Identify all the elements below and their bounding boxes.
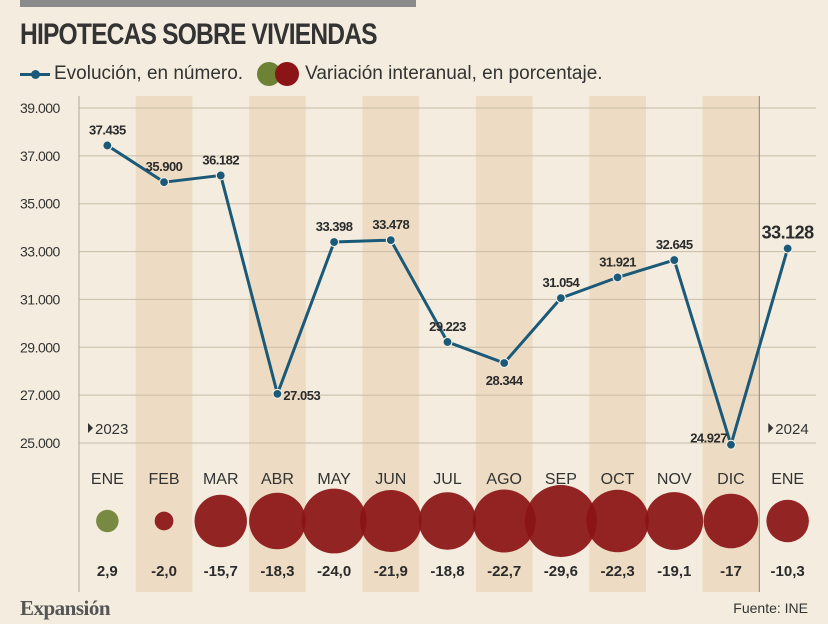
data-point [782, 243, 793, 254]
legend-line-label: Evolución, en número. [54, 63, 244, 84]
variation-bubble [301, 488, 367, 554]
variation-bubble [524, 485, 597, 557]
data-label: 28.344 [486, 373, 524, 388]
data-label: 33.398 [316, 219, 353, 234]
y-tick-label: 25.000 [20, 435, 61, 451]
variation-label: -29,6 [544, 563, 578, 580]
x-tick-label: ENE [91, 471, 124, 488]
x-tick-label: ENE [771, 471, 804, 488]
y-tick-label: 39.000 [20, 100, 61, 116]
x-tick-label: OCT [601, 471, 635, 488]
data-point [612, 272, 623, 283]
variation-label: -19,1 [657, 563, 691, 580]
data-label: 35.900 [146, 159, 183, 174]
data-point [669, 254, 680, 266]
variation-bubble [472, 489, 536, 553]
x-tick-label: JUL [433, 471, 462, 488]
legend-negative-dot [275, 62, 300, 86]
x-tick-label: NOV [657, 471, 692, 488]
source-note: Fuente: INE [733, 600, 808, 616]
variation-label: -24,0 [317, 563, 351, 580]
x-tick-label: ABR [261, 471, 294, 488]
variation-bubble [359, 490, 422, 552]
variation-label: -22,3 [600, 563, 634, 580]
brand-logo: Expansión [20, 596, 111, 620]
variation-label: -17 [720, 563, 742, 580]
data-point [725, 439, 737, 450]
variation-label: 2,9 [97, 563, 118, 580]
x-tick-label: MAY [317, 471, 351, 488]
x-tick-label: DIC [717, 471, 745, 488]
y-tick-label: 33.000 [20, 244, 61, 260]
data-point [555, 293, 566, 304]
variation-bubble [194, 494, 247, 548]
data-label: 29.223 [429, 319, 466, 334]
legend-bubble-marker [257, 62, 301, 86]
variation-bubble [586, 489, 649, 553]
y-tick-label: 31.000 [20, 291, 61, 307]
variation-bubble [703, 493, 759, 549]
year-marker-label: 2024 [775, 421, 808, 438]
y-tick-label: 27.000 [20, 387, 61, 403]
year-marker-arrow [768, 423, 774, 433]
variation-label: -18,8 [430, 563, 464, 580]
year-marker-arrow [88, 423, 93, 433]
data-label: 33.478 [372, 217, 409, 232]
variation-label: -21,9 [374, 563, 408, 580]
x-tick-label: AGO [486, 471, 522, 488]
data-label: 31.054 [543, 275, 581, 290]
data-point [442, 336, 453, 348]
variation-bubble [645, 492, 704, 550]
x-tick-label: JUN [375, 471, 406, 488]
data-label: 27.053 [283, 388, 320, 403]
data-label: 36.182 [202, 152, 239, 167]
x-tick-label: FEB [148, 471, 179, 488]
data-label: 31.921 [599, 254, 636, 269]
variation-label: -2,0 [151, 563, 177, 580]
data-label: 32.645 [656, 237, 693, 252]
data-point [158, 177, 170, 188]
chart-title: HIPOTECAS SOBRE VIVIENDAS [20, 18, 378, 51]
variation-bubble [766, 499, 809, 543]
y-tick-label: 37.000 [20, 148, 61, 164]
variation-bubble [249, 492, 306, 550]
legend: Evolución, en número. Variación interanu… [20, 62, 603, 86]
variation-label: -22,7 [487, 563, 521, 580]
data-point [215, 170, 226, 181]
legend-line-marker [20, 62, 50, 86]
data-point [272, 388, 283, 399]
data-label: 33.128 [762, 223, 815, 243]
data-label: 24.927 [690, 431, 727, 446]
y-tick-label: 35.000 [20, 196, 61, 212]
variation-bubble [154, 511, 174, 531]
data-point [385, 235, 396, 246]
data-point [102, 140, 113, 151]
top-rule [20, 0, 416, 7]
data-label: 37.435 [89, 122, 126, 137]
variation-label: -18,3 [260, 563, 294, 580]
variation-bubble [418, 492, 477, 550]
variation-label: -10,3 [771, 563, 805, 580]
variation-label: -15,7 [204, 563, 238, 580]
x-tick-label: MAR [203, 471, 239, 488]
data-point [499, 357, 510, 369]
data-point [329, 236, 340, 248]
x-tick-label: SEP [545, 471, 577, 488]
series-line [106, 144, 790, 447]
legend-bubble-label: Variación interanual, en porcentaje. [305, 63, 603, 84]
variation-bubble [96, 509, 119, 533]
y-tick-label: 29.000 [20, 339, 61, 355]
year-marker-label: 2023 [95, 421, 128, 438]
